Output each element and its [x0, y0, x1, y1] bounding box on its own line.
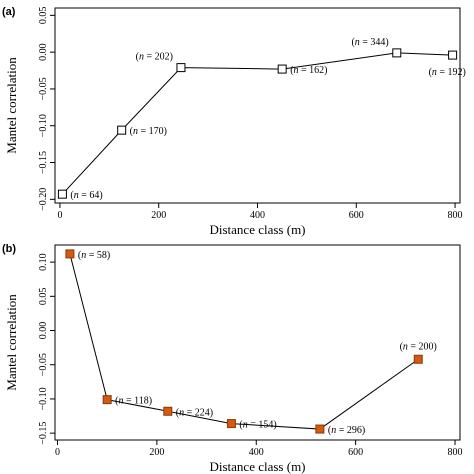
panel-a-n-label: (n = 344): [351, 37, 388, 48]
panel-b-x-tick-label: 400: [249, 447, 264, 458]
panel-b-series-line: [69, 253, 419, 430]
panel-b-point-marker: [413, 354, 423, 364]
panel-a-point-marker: [117, 125, 127, 135]
panel-b-point-marker: [315, 424, 325, 434]
panel-b-point-marker: [226, 419, 236, 429]
panel-a-y-tick-label: −0.05: [38, 77, 49, 100]
panel-b-n-label: (n = 154): [239, 420, 276, 431]
panel-b-n-label: (n = 118): [115, 396, 152, 407]
panel-b-x-tick-label: 200: [149, 447, 164, 458]
panel-a-point-marker: [176, 63, 186, 73]
panel-a-label: (a): [2, 6, 16, 18]
panel-b-x-axis-title: Distance class (m): [209, 459, 305, 474]
panel-b-n-label: (n = 224): [176, 407, 213, 418]
panel-a-point-marker: [277, 64, 287, 74]
panel-b-n-label: (n = 296): [328, 425, 365, 436]
panel-a-point-marker: [448, 50, 458, 60]
panel-a-point-marker: [392, 48, 402, 58]
panel-a-x-tick-label: 200: [151, 210, 166, 221]
panel-a-n-label: (n = 192): [429, 67, 466, 78]
panel-b-y-tick-label: 0.05: [38, 288, 49, 306]
panel-b-y-tick-label: 0.00: [38, 322, 49, 340]
panel-a-y-tick-label: 0.05: [38, 7, 49, 25]
panel-a-n-label: (n = 162): [290, 65, 327, 76]
panel-a-x-tick-label: 0: [57, 210, 62, 221]
panel-b-point-marker: [163, 406, 173, 416]
panel-a-n-label: (n = 64): [70, 190, 102, 201]
panel-a-x-tick-label: 800: [448, 210, 463, 221]
panel-b-x-tick-label: 600: [348, 447, 363, 458]
panel-b-y-tick-label: −0.10: [38, 387, 49, 410]
panel-a-x-axis-title: Distance class (m): [209, 222, 305, 237]
panel-b-y-tick-label: −0.15: [38, 422, 49, 445]
panel-b-x-tick-label: 800: [448, 447, 463, 458]
panel-b-x-tick-label: 0: [55, 447, 60, 458]
panel-a-point-marker: [57, 189, 67, 199]
panel-a-y-tick-label: −0.10: [38, 114, 49, 137]
panel-a-frame: [54, 7, 461, 204]
panel-b-n-label: (n = 58): [78, 250, 110, 261]
panel-b-y-tick-label: 0.10: [38, 253, 49, 271]
panel-b-y-axis-title: Mantel correlation: [4, 294, 19, 391]
panel-b-point-marker: [102, 395, 112, 405]
panel-a-y-tick-label: 0.00: [38, 43, 49, 61]
panel-a-x-tick-label: 400: [250, 210, 265, 221]
panel-a-y-tick-label: −0.15: [38, 151, 49, 174]
panel-b-n-label: (n = 200): [400, 341, 437, 352]
panel-a-series-line: [62, 52, 453, 195]
panel-a-x-tick-label: 600: [349, 210, 364, 221]
panel-a-y-tick-label: −0.20: [38, 188, 49, 211]
panel-b-frame: [54, 244, 461, 441]
panel-b-y-tick-label: −0.05: [38, 353, 49, 376]
panel-a-y-axis-title: Mantel correlation: [4, 57, 19, 154]
panel-a-n-label: (n = 202): [136, 52, 173, 63]
panel-b-label: (b): [2, 243, 16, 255]
panel-a-n-label: (n = 170): [130, 126, 167, 137]
panel-b-point-marker: [65, 249, 75, 259]
